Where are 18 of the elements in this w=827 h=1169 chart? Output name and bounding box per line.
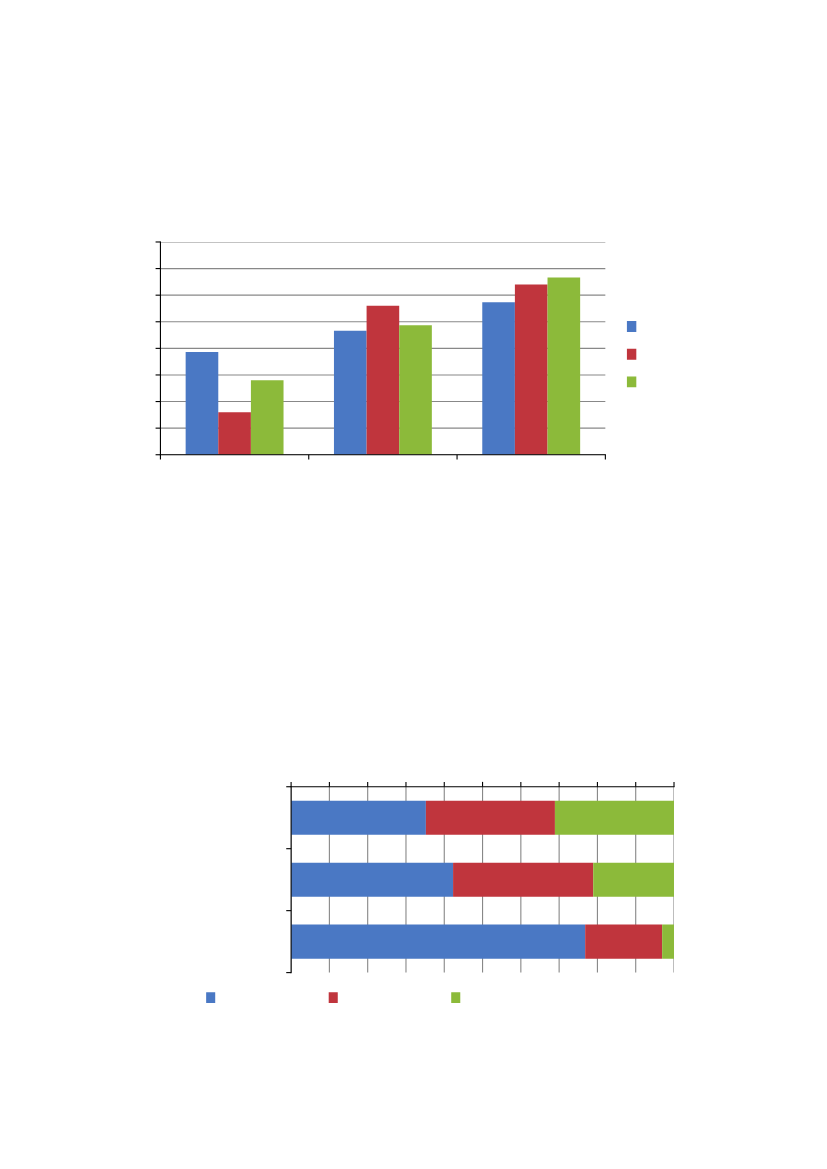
bar [453,862,594,897]
bar [399,325,432,455]
bar [662,924,674,959]
bar [250,380,284,455]
bar [425,800,555,835]
bar [366,305,400,455]
bar [593,862,674,897]
bar [291,862,454,897]
bar [291,800,426,835]
bar [547,277,581,455]
bar [482,302,515,455]
bar [185,351,219,455]
bar [218,412,251,455]
bar [585,924,663,959]
bar [514,284,548,455]
bar [554,800,674,835]
bar [333,330,367,455]
bar [291,924,586,959]
